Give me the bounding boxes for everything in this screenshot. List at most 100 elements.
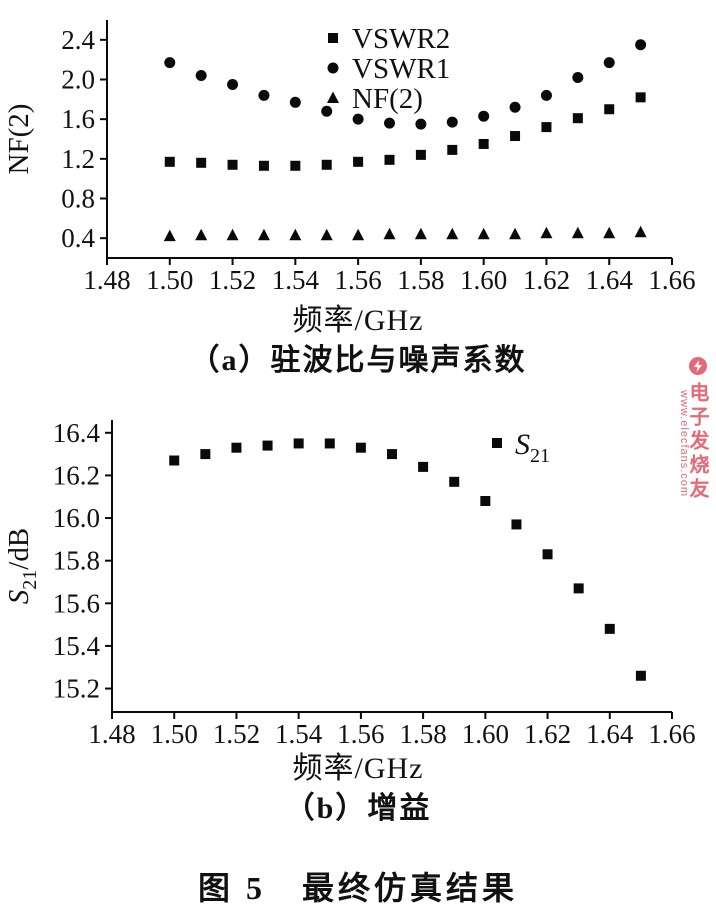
data-point-circle <box>195 70 207 82</box>
x-tick-label: 1.48 <box>88 719 135 749</box>
data-point-square <box>478 138 489 149</box>
data-point-circle <box>384 117 395 129</box>
data-point-square <box>418 461 429 472</box>
data-point-square <box>200 449 211 460</box>
data-point-triangle <box>352 228 365 241</box>
x-tick-label: 1.48 <box>83 265 130 295</box>
data-point-triangle <box>163 229 176 242</box>
x-tick-label: 1.58 <box>397 265 444 295</box>
x-tick-label: 1.56 <box>334 265 381 295</box>
data-point-square <box>293 438 304 449</box>
data-point-square <box>480 495 491 506</box>
data-point-square <box>164 156 175 167</box>
data-point-square <box>510 131 521 142</box>
data-point-square <box>353 156 364 167</box>
data-point-square <box>384 154 395 165</box>
y-tick-label: 2.0 <box>61 65 95 95</box>
legend-label: NF(2) <box>352 83 423 115</box>
data-point-square <box>415 149 426 160</box>
data-point-triangle <box>257 228 270 241</box>
data-point-square <box>604 623 615 634</box>
data-point-triangle <box>571 226 584 239</box>
chart-a-xaxis-title: 频率/GHz <box>292 304 424 337</box>
legend-label: VSWR1 <box>352 53 450 85</box>
data-point-square <box>328 33 338 43</box>
legend-label: S21 <box>515 428 550 467</box>
data-point-square <box>321 159 332 170</box>
data-point-circle <box>478 110 490 122</box>
y-axis-title: S21/dB <box>3 528 41 604</box>
data-point-square <box>290 160 301 171</box>
x-tick-label: 1.62 <box>523 265 570 295</box>
data-point-circle <box>446 116 458 128</box>
watermark-brand-text: 电子发烧友 <box>686 382 708 502</box>
watermark-logo-icon <box>688 356 708 376</box>
x-tick-label: 1.52 <box>209 265 256 295</box>
data-point-triangle <box>383 227 396 240</box>
data-point-triangle <box>603 226 616 239</box>
x-tick-label: 1.64 <box>586 265 634 295</box>
x-tick-label: 1.64 <box>586 719 634 749</box>
y-tick-label: 15.6 <box>53 588 100 618</box>
data-point-square <box>604 104 615 115</box>
y-tick-label: 0.8 <box>61 184 95 214</box>
y-tick-label: 1.2 <box>61 144 95 174</box>
watermark-url-text: www.elecfans.com <box>678 390 690 498</box>
y-tick-label: 16.2 <box>53 460 100 490</box>
data-point-square <box>169 455 180 466</box>
data-point-circle <box>635 39 647 51</box>
x-tick-label: 1.60 <box>462 719 509 749</box>
x-tick-label: 1.60 <box>460 265 507 295</box>
watermark: 电子发烧友 www.elecfans.com <box>674 356 716 526</box>
data-point-triangle <box>327 91 339 103</box>
data-point-square <box>541 122 552 133</box>
data-point-triangle <box>320 228 333 241</box>
data-point-square <box>196 157 207 168</box>
data-point-square <box>262 440 273 451</box>
data-point-square <box>573 583 584 594</box>
data-point-square <box>635 92 646 103</box>
x-tick-label: 1.66 <box>648 265 695 295</box>
data-point-circle <box>258 89 270 101</box>
chart-b-xaxis-title: 频率/GHz <box>292 752 424 785</box>
data-point-triangle <box>195 228 208 241</box>
legend-label: VSWR2 <box>352 23 450 55</box>
x-tick-label: 1.62 <box>524 719 571 749</box>
chart-a-vswr-nf-plot: 1.48 1.50 1.52 1.54 1.56 1.58 1.60 1.62 1.64 1.66… <box>3 20 696 295</box>
y-tick-label: 16.4 <box>53 418 101 448</box>
data-point-circle <box>540 89 552 101</box>
chart-b-caption: （b）增益 <box>284 792 432 825</box>
data-point-circle <box>352 113 364 125</box>
data-point-square <box>231 442 242 453</box>
data-point-circle <box>415 118 427 130</box>
data-point-circle <box>327 62 339 74</box>
x-tick-label: 1.58 <box>399 719 446 749</box>
data-point-square <box>572 113 583 124</box>
y-tick-label: 1.6 <box>61 104 95 134</box>
data-point-square <box>635 670 646 681</box>
data-point-triangle <box>509 227 522 240</box>
data-point-triangle <box>634 225 647 238</box>
data-point-triangle <box>446 227 459 240</box>
x-tick-label: 1.50 <box>151 719 198 749</box>
chart-b-gain-plot: 1.48 1.50 1.52 1.54 1.56 1.58 1.60 1.62 1.64 1.66… <box>3 418 696 749</box>
data-point-circle <box>227 78 239 90</box>
data-point-square <box>447 144 458 155</box>
data-point-circle <box>603 57 615 69</box>
data-point-circle <box>289 96 301 108</box>
x-tick-label: 1.50 <box>146 265 193 295</box>
x-tick-label: 1.52 <box>213 719 260 749</box>
data-point-triangle <box>414 227 427 240</box>
data-point-triangle <box>289 228 302 241</box>
data-point-square <box>511 519 522 530</box>
data-point-square <box>324 438 335 449</box>
y-tick-label: 2.4 <box>61 25 95 55</box>
data-point-square <box>542 549 553 560</box>
chart-a-caption: （a）驻波比与噪声系数 <box>189 344 527 377</box>
x-tick-label: 1.54 <box>272 265 320 295</box>
y-tick-label: 0.4 <box>61 223 95 253</box>
y-axis-title: NF(2) <box>3 104 35 175</box>
y-tick-label: 15.8 <box>53 546 100 576</box>
data-point-circle <box>572 72 584 84</box>
